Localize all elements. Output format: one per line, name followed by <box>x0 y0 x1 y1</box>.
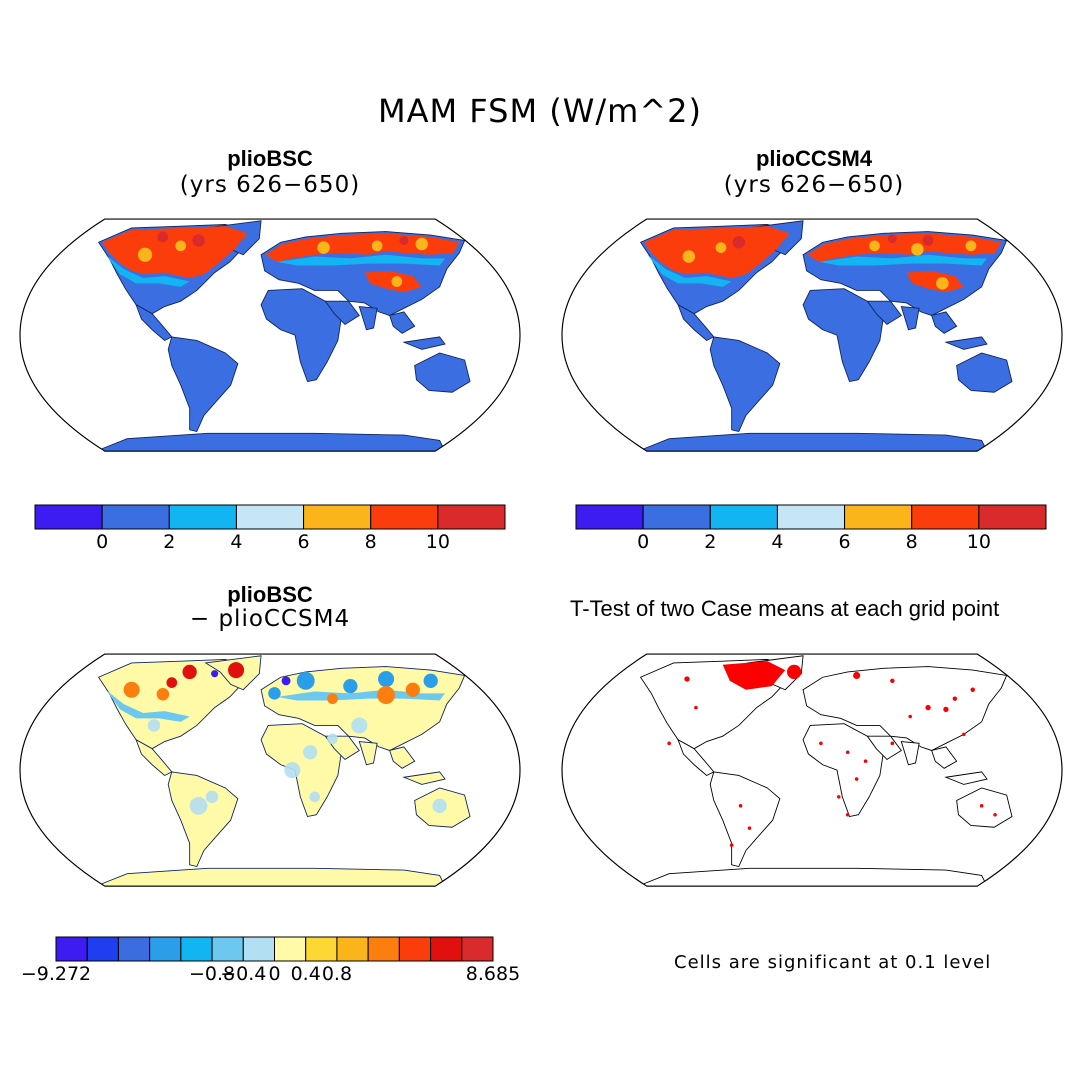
panel-subtitle-difference: − plioCCSM4 <box>189 606 351 632</box>
colorbar-tick-label: −0.4 <box>220 963 267 985</box>
colorbar-swatch <box>55 936 88 962</box>
map-pliobsc <box>19 218 521 452</box>
colorbar-pliobsc <box>34 504 506 530</box>
colorbar-tick-label: −9.272 <box>20 963 92 985</box>
colorbar-tick-label: 0 <box>637 531 650 553</box>
colorbar-swatch <box>101 504 170 530</box>
colorbar-swatch <box>461 936 494 962</box>
colorbar-swatch <box>336 936 369 962</box>
colorbar-tick-label: 0.8 <box>321 963 353 985</box>
colorbar-tick-label: 8 <box>364 531 377 553</box>
colorbar-tick-label: 6 <box>838 531 851 553</box>
colorbar-swatch <box>149 936 182 962</box>
colorbar-swatch <box>86 936 119 962</box>
colorbar-swatch <box>211 936 244 962</box>
colorbar-tick-label: −0.8 <box>188 963 236 985</box>
colorbar-tick-label: 8.685 <box>465 963 521 985</box>
panel-title-pliocsm4: plioCCSM4 <box>755 146 873 171</box>
colorbar-swatch <box>776 504 846 530</box>
colorbar-swatch <box>235 504 305 530</box>
colorbar-tick-label: 10 <box>425 531 450 553</box>
map-ttest <box>561 653 1063 887</box>
colorbar-swatch <box>398 936 432 962</box>
panel-title-ttest: T-Test of two Case means at each grid po… <box>570 596 1000 621</box>
colorbar-swatch <box>911 504 980 530</box>
colorbar-swatch <box>437 504 506 530</box>
panel-title-pliobsc: plioBSC <box>227 146 313 171</box>
colorbar-pliocsm4 <box>575 504 1047 530</box>
colorbar-swatch <box>575 504 644 530</box>
colorbar-tick-label: 4 <box>771 531 784 553</box>
colorbar-swatch <box>305 936 338 962</box>
colorbar-difference <box>55 936 494 962</box>
colorbar-swatch <box>642 504 711 530</box>
colorbar-tick-label: 10 <box>966 531 991 553</box>
colorbar-swatch <box>978 504 1047 530</box>
colorbar-tick-label: 0.4 <box>290 963 321 985</box>
panel-subtitle-pliocsm4: (yrs 626−650) <box>723 172 905 198</box>
colorbar-tick-label: 0 <box>268 963 281 985</box>
colorbar-tick-label: 6 <box>297 531 310 553</box>
colorbar-swatch <box>180 936 213 962</box>
colorbar-tick-label: 0 <box>96 531 109 553</box>
colorbar-swatch <box>430 936 463 962</box>
colorbar-swatch <box>274 936 307 962</box>
panel-subtitle-pliobsc: (yrs 626−650) <box>179 172 361 198</box>
colorbar-swatch <box>370 504 439 530</box>
colorbar-tick-label: 8 <box>905 531 918 553</box>
colorbar-swatch <box>168 504 237 530</box>
colorbar-swatch <box>367 936 400 962</box>
colorbar-swatch <box>242 936 276 962</box>
map-difference <box>19 653 521 887</box>
colorbar-swatch <box>844 504 913 530</box>
colorbar-swatch <box>117 936 151 962</box>
map-pliocsm4 <box>561 218 1063 452</box>
colorbar-swatch <box>709 504 778 530</box>
colorbar-swatch <box>303 504 372 530</box>
colorbar-tick-label: 2 <box>704 531 717 553</box>
significance-note: Cells are significant at 0.1 level <box>674 952 992 973</box>
colorbar-tick-label: 4 <box>230 531 243 553</box>
colorbar-swatch <box>34 504 103 530</box>
figure-title: MAM FSM (W/m^2) <box>378 92 702 130</box>
panel-title-difference: plioBSC <box>227 582 313 607</box>
colorbar-tick-label: 2 <box>163 531 176 553</box>
